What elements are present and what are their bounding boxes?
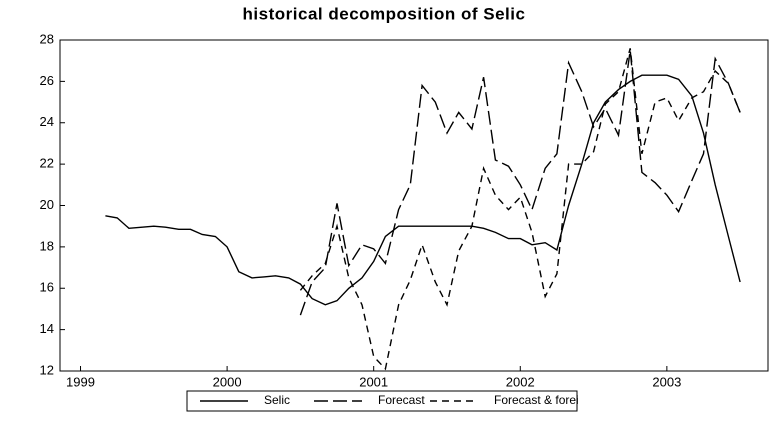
- series-line: [299, 48, 741, 371]
- legend-label: Forecast & forei: [494, 393, 579, 407]
- x-tick-label: 2000: [213, 374, 242, 389]
- x-tick-label: 2003: [652, 374, 681, 389]
- y-tick-label: 26: [40, 73, 54, 88]
- y-tick-label: 12: [40, 362, 54, 377]
- x-tick-label: 1999: [66, 374, 95, 389]
- y-tick-label: 16: [40, 280, 54, 295]
- legend-box: [186, 390, 578, 412]
- y-tick-label: 20: [40, 197, 54, 212]
- legend-label: Selic: [264, 393, 290, 407]
- chart-title: historical decomposition of Selic: [243, 4, 526, 23]
- x-tick-label: 2001: [359, 374, 388, 389]
- series-line: [299, 50, 741, 316]
- y-tick-label: 22: [40, 156, 54, 171]
- plot-frame: [59, 39, 769, 372]
- y-tick-label: 18: [40, 238, 54, 253]
- legend-label: Forecast: [378, 393, 425, 407]
- y-tick-label: 14: [40, 321, 54, 336]
- series-line: [105, 74, 741, 306]
- y-tick-label: 24: [40, 114, 54, 129]
- x-tick-label: 2002: [506, 374, 535, 389]
- y-tick-label: 28: [40, 31, 54, 46]
